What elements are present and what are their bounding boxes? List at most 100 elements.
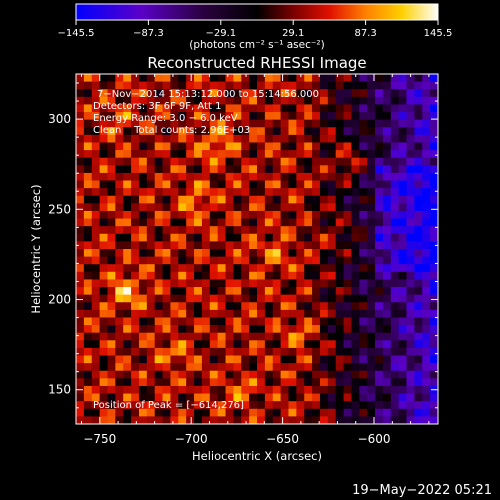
heatmap-cell — [233, 249, 242, 258]
heatmap-cell — [304, 325, 313, 334]
heatmap-cell — [178, 325, 187, 334]
heatmap-cell — [288, 325, 297, 334]
heatmap-cell — [131, 408, 140, 417]
heatmap-cell — [146, 188, 156, 197]
heatmap-cell — [178, 317, 187, 326]
heatmap-cell — [288, 355, 297, 364]
heatmap-cell — [154, 241, 164, 250]
heatmap-cell — [382, 340, 392, 349]
colorbar-label: (photons cm⁻² s⁻¹ asec⁻²) — [189, 39, 324, 51]
heatmap-cell — [304, 416, 313, 424]
heatmap-cell — [178, 226, 187, 235]
heatmap-cell — [178, 370, 187, 379]
heatmap-cell — [170, 172, 179, 182]
heatmap-cell — [430, 226, 438, 235]
heatmap-cell — [249, 150, 258, 159]
heatmap-cell — [422, 172, 431, 182]
heatmap-cell — [382, 241, 392, 250]
heatmap-cell — [178, 340, 187, 349]
heatmap-cell — [264, 203, 274, 212]
heatmap-cell — [327, 325, 337, 334]
heatmap-cell — [138, 401, 148, 410]
heatmap-cell — [359, 256, 368, 265]
heatmap-cell — [367, 241, 376, 250]
heatmap-cell — [319, 317, 329, 326]
heatmap-cell — [327, 180, 337, 189]
heatmap-cell — [280, 401, 289, 410]
heatmap-cell — [154, 309, 164, 318]
heatmap-cell — [99, 89, 108, 98]
heatmap-cell — [264, 393, 274, 402]
heatmap-cell — [99, 218, 108, 227]
heatmap-cell — [154, 180, 164, 189]
heatmap-cell — [131, 165, 140, 174]
heatmap-cell — [131, 385, 140, 395]
heatmap-cell — [138, 142, 148, 151]
heatmap-cell — [406, 104, 415, 113]
heatmap-cell — [375, 370, 384, 379]
heatmap-cell — [367, 287, 376, 296]
heatmap-cell — [146, 287, 156, 296]
heatmap-cell — [138, 112, 148, 121]
heatmap-cell — [162, 157, 171, 166]
heatmap-cell — [249, 188, 258, 197]
heatmap-cell — [398, 226, 408, 235]
heatmap-cell — [304, 317, 313, 326]
heatmap-cell — [343, 271, 352, 280]
heatmap-cell — [351, 385, 360, 395]
heatmap-cell — [288, 279, 297, 288]
heatmap-cell — [233, 302, 242, 311]
heatmap-cell — [312, 195, 321, 204]
heatmap-cell — [115, 81, 124, 90]
heatmap-cell — [304, 256, 313, 265]
heatmap-cell — [319, 302, 329, 311]
heatmap-cell — [225, 81, 234, 90]
heatmap-cell — [91, 340, 101, 349]
heatmap-cell — [201, 142, 211, 151]
heatmap-cell — [131, 203, 140, 212]
heatmap-cell — [296, 165, 305, 174]
heatmap-cell — [351, 172, 360, 182]
heatmap-cell — [296, 370, 305, 379]
heatmap-cell — [390, 81, 400, 90]
heatmap-cell — [201, 157, 211, 166]
heatmap-cell — [194, 347, 203, 357]
heatmap-cell — [406, 233, 415, 242]
heatmap-cell — [359, 165, 368, 174]
heatmap-cell — [115, 74, 124, 83]
heatmap-cell — [170, 96, 179, 105]
heatmap-cell — [83, 249, 93, 258]
heatmap-cell — [209, 142, 219, 151]
heatmap-cell — [225, 203, 234, 212]
heatmap-cell — [138, 294, 148, 303]
heatmap-cell — [272, 134, 282, 143]
heatmap-cell — [359, 302, 368, 311]
heatmap-cell — [319, 233, 329, 242]
heatmap-cell — [343, 332, 352, 341]
heatmap-cell — [390, 195, 400, 204]
heatmap-cell — [319, 89, 329, 98]
heatmap-cell — [194, 287, 203, 296]
heatmap-cell — [241, 233, 250, 242]
heatmap-cell — [115, 279, 124, 288]
heatmap-cell — [209, 74, 219, 83]
heatmap-cell — [249, 112, 258, 121]
heatmap-cell — [83, 241, 93, 250]
x-tick-label: −650 — [266, 432, 299, 446]
heatmap-cell — [170, 165, 179, 174]
heatmap-cell — [272, 241, 282, 250]
heatmap-cell — [233, 96, 242, 105]
heatmap-cell — [186, 401, 195, 410]
heatmap-cell — [359, 340, 368, 349]
heatmap-cell — [186, 210, 195, 220]
heatmap-cell — [76, 241, 85, 250]
heatmap-cell — [398, 150, 408, 159]
heatmap-cell — [382, 134, 392, 143]
heatmap-cell — [99, 416, 108, 424]
heatmap-cell — [312, 385, 321, 395]
heatmap-cell — [398, 188, 408, 197]
heatmap-cell — [422, 416, 431, 424]
colorbar-tick-label: 87.3 — [354, 28, 376, 39]
heatmap-cell — [257, 385, 266, 395]
